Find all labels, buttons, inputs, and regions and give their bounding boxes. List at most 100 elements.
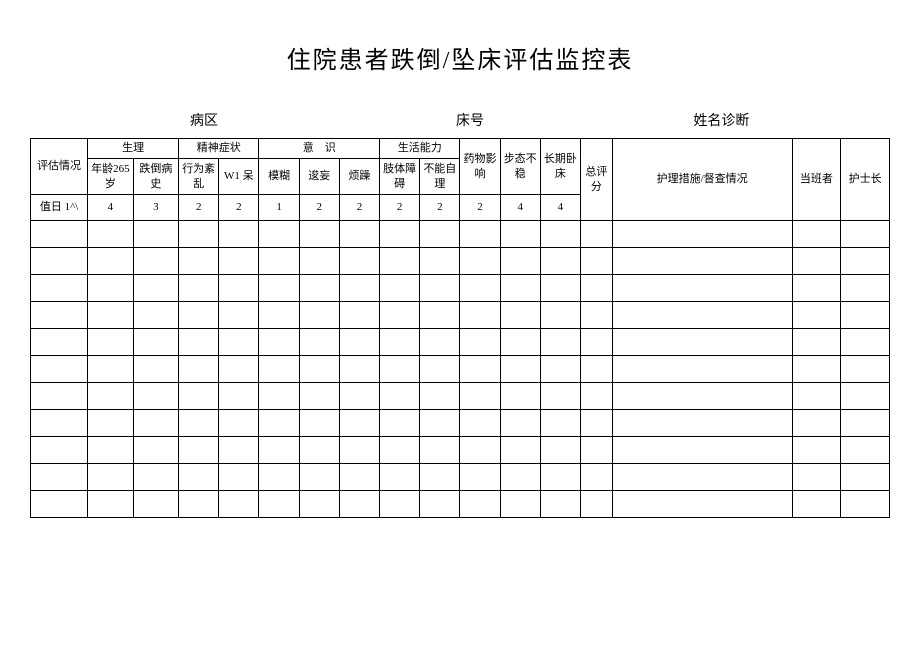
table-cell bbox=[460, 437, 500, 464]
table-cell bbox=[259, 356, 299, 383]
table-row bbox=[31, 302, 890, 329]
table-cell bbox=[841, 491, 890, 518]
table-cell bbox=[219, 410, 259, 437]
table-cell bbox=[792, 221, 841, 248]
table-cell bbox=[179, 356, 219, 383]
table-row bbox=[31, 248, 890, 275]
table-cell bbox=[500, 491, 540, 518]
table-cell bbox=[133, 302, 178, 329]
table-cell bbox=[792, 275, 841, 302]
table-cell bbox=[259, 275, 299, 302]
table-cell bbox=[500, 437, 540, 464]
table-cell bbox=[460, 410, 500, 437]
table-cell bbox=[612, 383, 792, 410]
table-cell bbox=[540, 464, 580, 491]
table-cell bbox=[380, 302, 420, 329]
score-row-label: 值日 1^\ bbox=[31, 195, 88, 221]
table-cell bbox=[88, 275, 133, 302]
score-cell: 2 bbox=[219, 195, 259, 221]
table-cell bbox=[792, 383, 841, 410]
table-cell bbox=[420, 329, 460, 356]
table-cell bbox=[219, 356, 259, 383]
table-cell bbox=[179, 302, 219, 329]
table-cell bbox=[580, 383, 612, 410]
header-group2: 精神症状 bbox=[179, 139, 259, 159]
table-cell bbox=[612, 329, 792, 356]
table-cell bbox=[540, 356, 580, 383]
name-diag-label: 姓名诊断 bbox=[563, 110, 880, 130]
table-cell bbox=[612, 248, 792, 275]
table-cell bbox=[420, 221, 460, 248]
table-cell bbox=[133, 464, 178, 491]
table-cell bbox=[133, 410, 178, 437]
table-cell bbox=[540, 329, 580, 356]
table-cell bbox=[31, 410, 88, 437]
table-cell bbox=[380, 275, 420, 302]
table-cell bbox=[460, 491, 500, 518]
table-cell bbox=[179, 491, 219, 518]
table-cell bbox=[88, 248, 133, 275]
table-cell bbox=[339, 302, 379, 329]
table-cell bbox=[420, 464, 460, 491]
table-cell bbox=[88, 410, 133, 437]
table-cell bbox=[460, 383, 500, 410]
table-cell bbox=[380, 410, 420, 437]
table-cell bbox=[133, 356, 178, 383]
table-cell bbox=[299, 248, 339, 275]
table-cell bbox=[380, 383, 420, 410]
table-cell bbox=[31, 383, 88, 410]
table-cell bbox=[460, 464, 500, 491]
table-cell bbox=[841, 221, 890, 248]
header-col12: 长期卧床 bbox=[540, 139, 580, 195]
table-cell bbox=[580, 464, 612, 491]
table-cell bbox=[841, 302, 890, 329]
table-cell bbox=[460, 221, 500, 248]
table-cell bbox=[31, 464, 88, 491]
table-cell bbox=[500, 248, 540, 275]
table-cell bbox=[841, 383, 890, 410]
header-sub6: 逡妄 bbox=[299, 159, 339, 195]
table-cell bbox=[299, 275, 339, 302]
table-cell bbox=[133, 329, 178, 356]
table-cell bbox=[88, 464, 133, 491]
table-cell bbox=[500, 383, 540, 410]
table-cell bbox=[299, 491, 339, 518]
table-cell bbox=[299, 410, 339, 437]
table-cell bbox=[612, 491, 792, 518]
table-cell bbox=[380, 221, 420, 248]
score-cell: 2 bbox=[420, 195, 460, 221]
table-cell bbox=[500, 464, 540, 491]
table-cell bbox=[259, 383, 299, 410]
table-row bbox=[31, 410, 890, 437]
header-col14: 护理措施/督查情况 bbox=[612, 139, 792, 221]
table-cell bbox=[792, 356, 841, 383]
score-cell: 1 bbox=[259, 195, 299, 221]
table-row bbox=[31, 275, 890, 302]
table-cell bbox=[179, 221, 219, 248]
table-cell bbox=[219, 275, 259, 302]
table-cell bbox=[219, 248, 259, 275]
table-cell bbox=[792, 410, 841, 437]
table-cell bbox=[420, 248, 460, 275]
table-cell bbox=[259, 329, 299, 356]
table-cell bbox=[299, 329, 339, 356]
table-cell bbox=[339, 383, 379, 410]
table-cell bbox=[259, 221, 299, 248]
table-cell bbox=[380, 356, 420, 383]
header-sub5: 模糊 bbox=[259, 159, 299, 195]
table-cell bbox=[792, 248, 841, 275]
header-col13: 总评分 bbox=[580, 139, 612, 221]
table-cell bbox=[612, 275, 792, 302]
table-cell bbox=[460, 248, 500, 275]
table-cell bbox=[339, 275, 379, 302]
table-cell bbox=[420, 410, 460, 437]
header-sub8: 肢体障碍 bbox=[380, 159, 420, 195]
score-cell: 4 bbox=[500, 195, 540, 221]
table-cell bbox=[841, 464, 890, 491]
table-cell bbox=[540, 410, 580, 437]
table-cell bbox=[179, 248, 219, 275]
table-cell bbox=[133, 221, 178, 248]
table-cell bbox=[219, 383, 259, 410]
table-cell bbox=[460, 356, 500, 383]
header-col11: 步态不稳 bbox=[500, 139, 540, 195]
